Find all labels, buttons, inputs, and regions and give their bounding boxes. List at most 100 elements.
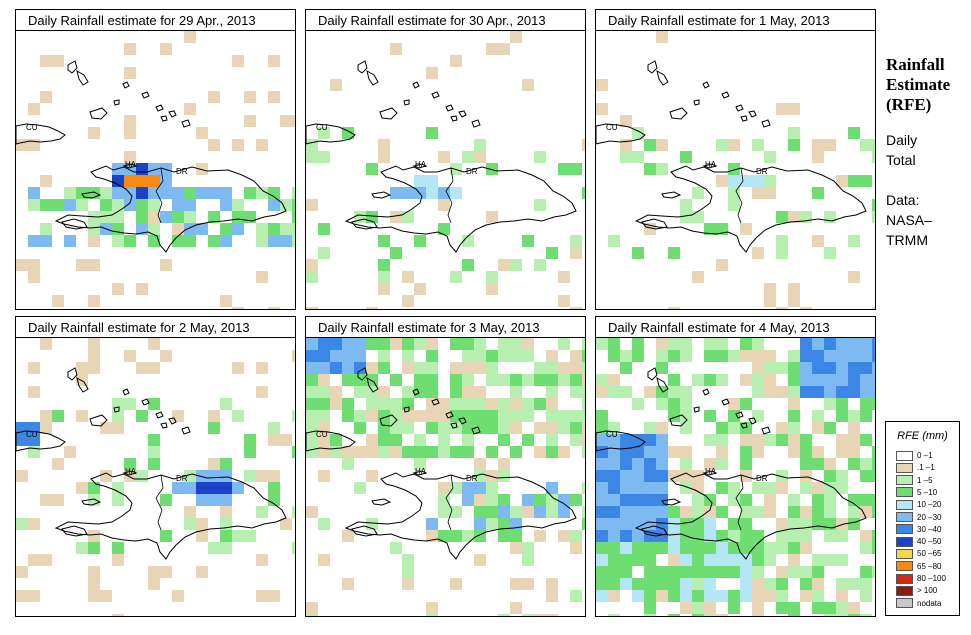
rainfall-cell <box>76 410 88 422</box>
rainfall-cell <box>534 530 546 542</box>
rainfall-cell <box>426 386 438 398</box>
rainfall-cell <box>752 542 764 554</box>
rainfall-cell <box>582 410 585 422</box>
rainfall-cell <box>836 410 848 422</box>
rainfall-cell <box>196 482 208 494</box>
rainfall-cell <box>848 338 860 350</box>
rainfall-cell <box>378 259 390 271</box>
rainfall-cell <box>124 235 136 247</box>
bahamas-island-outline <box>379 107 398 120</box>
rainfall-cell <box>462 398 474 410</box>
rainfall-cell <box>704 590 716 602</box>
bahamas-island-outline <box>168 110 177 118</box>
rainfall-cell <box>546 350 558 362</box>
rainfall-cell <box>788 410 800 422</box>
rainfall-cell <box>306 199 318 211</box>
rainfall-cell <box>812 518 824 530</box>
rainfall-cell <box>402 295 414 307</box>
bahamas-island-outline <box>412 388 420 396</box>
bahamas-island-outline <box>89 414 108 427</box>
product-title-line3: (RFE) <box>886 95 932 114</box>
rainfall-cell <box>306 614 318 616</box>
rainfall-cell <box>88 350 100 362</box>
rainfall-cell <box>76 199 88 211</box>
rainfall-cell <box>318 362 330 374</box>
bahamas-island-outline <box>445 411 454 419</box>
rainfall-cell <box>268 470 280 482</box>
rainfall-cell <box>268 494 280 506</box>
rainfall-cell <box>498 434 510 446</box>
rainfall-cell <box>872 350 875 362</box>
rainfall-cell <box>426 398 438 410</box>
rainfall-cell <box>318 434 330 446</box>
rainfall-cell <box>318 338 330 350</box>
rainfall-cell <box>824 398 836 410</box>
cu-label: CU <box>316 430 328 439</box>
rainfall-cell <box>764 187 776 199</box>
rainfall-cell <box>342 374 354 386</box>
cuba-outline <box>16 430 66 452</box>
rainfall-cell <box>462 422 474 434</box>
hispaniola-outline <box>54 472 287 560</box>
rainfall-cell <box>716 139 728 151</box>
rainfall-cell <box>450 187 462 199</box>
rainfall-cell <box>836 530 848 542</box>
rainfall-cell <box>292 115 295 127</box>
rainfall-cell <box>426 518 438 530</box>
rainfall-cell <box>608 350 620 362</box>
rainfall-cell <box>378 271 390 283</box>
rainfall-cell <box>450 398 462 410</box>
rainfall-cell <box>752 410 764 422</box>
cu-label: CU <box>26 123 38 132</box>
rainfall-cell <box>728 554 740 566</box>
rainfall-cell <box>740 398 752 410</box>
rainfall-cell <box>498 614 510 616</box>
rainfall-cell <box>510 506 522 518</box>
rainfall-cell <box>306 446 318 458</box>
rainfall-cell <box>462 530 474 542</box>
rainfall-cell <box>292 410 295 422</box>
rainfall-cell <box>220 494 232 506</box>
rainfall-cell <box>256 506 268 518</box>
rainfall-cell <box>692 482 704 494</box>
rainfall-cell <box>462 259 474 271</box>
rainfall-cell <box>306 434 318 446</box>
rainfall-cell <box>860 566 872 578</box>
rainfall-cell <box>800 578 812 590</box>
rainfall-cell <box>342 530 354 542</box>
rainfall-cell <box>582 374 585 386</box>
rainfall-cell <box>800 386 812 398</box>
rainfall-cell <box>752 566 764 578</box>
rainfall-cell <box>378 139 390 151</box>
rainfall-cell <box>752 482 764 494</box>
rainfall-cell <box>378 350 390 362</box>
hispaniola-outline <box>344 165 577 253</box>
map-svg: CU HA DR <box>306 338 585 616</box>
rainfall-cell <box>486 211 498 223</box>
rainfall-cell <box>136 362 148 374</box>
rainfall-cell <box>112 554 124 566</box>
rainfall-cell <box>620 530 632 542</box>
rainfall-cell <box>546 386 558 398</box>
rainfall-cell <box>306 410 318 422</box>
rainfall-cell <box>740 470 752 482</box>
rainfall-cell <box>510 410 522 422</box>
rainfall-cell <box>220 458 232 470</box>
rainfall-cell <box>558 422 570 434</box>
rainfall-cell <box>426 350 438 362</box>
rainfall-cell <box>776 578 788 590</box>
rainfall-cell <box>848 350 860 362</box>
rainfall-cell <box>788 494 800 506</box>
rainfall-cell <box>232 410 244 422</box>
rainfall-cell <box>136 163 148 175</box>
legend-label: nodata <box>917 598 942 608</box>
rainfall-cell <box>728 139 740 151</box>
bahamas-island-outline <box>181 426 191 435</box>
rainfall-cell <box>740 422 752 434</box>
rainfall-cell <box>656 506 668 518</box>
rainfall-cell <box>752 554 764 566</box>
ha-label: HA <box>125 160 137 169</box>
rainfall-cell <box>704 602 716 614</box>
bahamas-island-outline <box>89 107 108 120</box>
rainfall-cell <box>88 127 100 139</box>
